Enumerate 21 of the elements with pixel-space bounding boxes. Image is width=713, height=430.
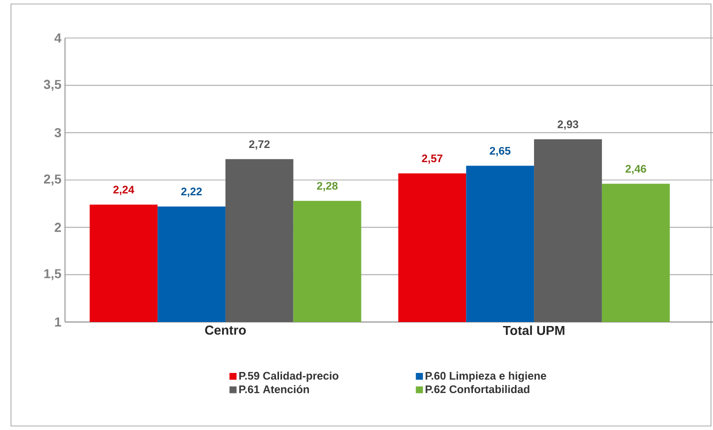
data-label: 2,72 [249,140,270,150]
y-tick-label: 1,5 [44,269,62,280]
legend-label: P.62 Confortabilidad [426,385,530,394]
legend-label: P.60 Limpieza e higiene [426,372,546,382]
y-tick-label: 3,5 [44,80,62,91]
y-tick-label: 3 [54,128,62,138]
y-tick-label: 1 [55,318,62,326]
data-label: 2,22 [181,188,202,197]
data-label: 2,28 [317,182,338,192]
y-tick-label: 4 [54,34,62,42]
x-tick-label: Centro [205,326,246,335]
y-tick-label: 2,5 [44,174,62,186]
data-label: 2,57 [422,154,442,164]
legend-label: P.61 Atención [239,385,309,394]
data-label: 2,93 [558,120,578,130]
data-label: 2,24 [113,186,134,196]
legend-label: P.59 Calidad-precio [239,372,338,382]
data-label: 2,46 [626,164,646,174]
data-label: 2,65 [490,146,510,156]
y-tick-label: 2 [54,222,61,232]
x-tick-label: Total UPM [502,326,564,336]
